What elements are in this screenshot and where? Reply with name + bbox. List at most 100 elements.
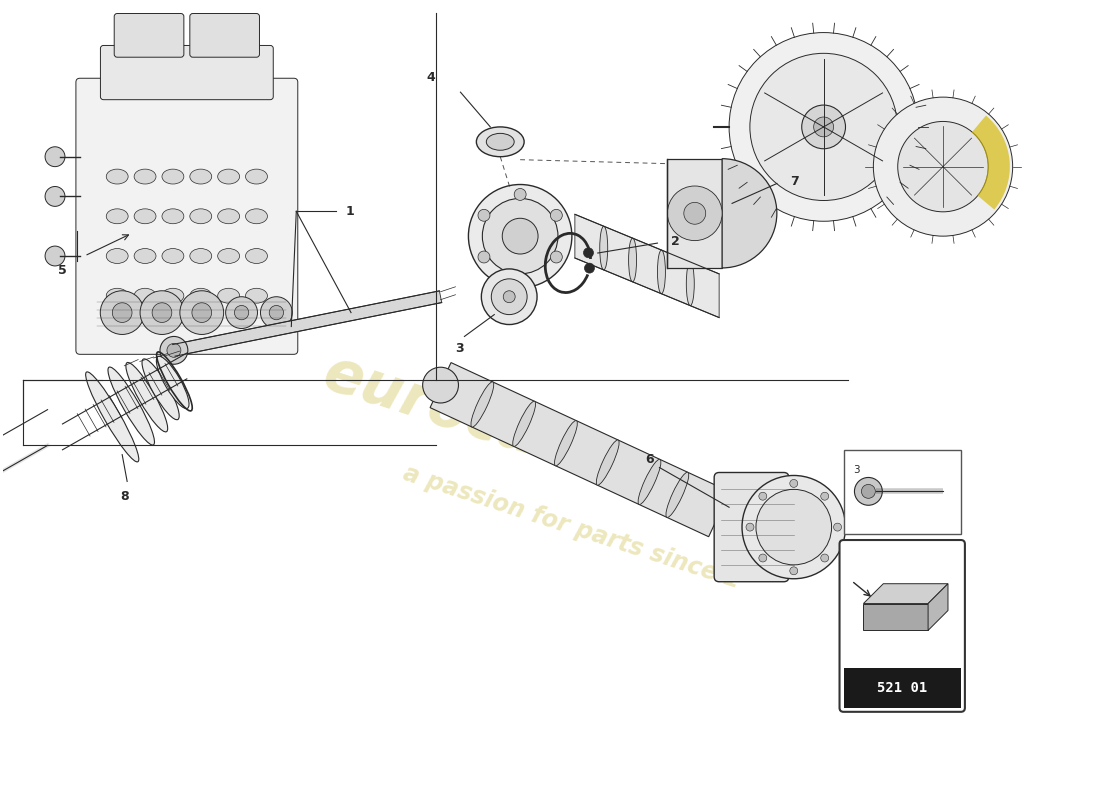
Polygon shape — [928, 584, 948, 630]
Bar — [844, 668, 961, 708]
Circle shape — [668, 186, 722, 241]
Ellipse shape — [658, 250, 666, 294]
Ellipse shape — [134, 249, 156, 263]
Circle shape — [492, 279, 527, 314]
Circle shape — [759, 492, 767, 500]
Ellipse shape — [218, 169, 240, 184]
Text: 6: 6 — [646, 453, 653, 466]
Circle shape — [898, 122, 988, 212]
Circle shape — [550, 251, 562, 263]
Circle shape — [45, 186, 65, 206]
Circle shape — [583, 248, 594, 258]
Text: 521 01: 521 01 — [877, 681, 927, 695]
Text: a passion for parts since 1: a passion for parts since 1 — [400, 461, 744, 593]
Ellipse shape — [156, 356, 189, 409]
Circle shape — [226, 297, 257, 329]
Wedge shape — [722, 158, 777, 268]
Circle shape — [112, 302, 132, 322]
Text: 1: 1 — [346, 205, 355, 218]
Circle shape — [503, 218, 538, 254]
Wedge shape — [971, 115, 1010, 210]
Circle shape — [550, 210, 562, 222]
Ellipse shape — [218, 288, 240, 303]
Circle shape — [684, 202, 706, 224]
FancyBboxPatch shape — [714, 473, 789, 582]
Ellipse shape — [125, 362, 167, 432]
Ellipse shape — [134, 288, 156, 303]
Circle shape — [482, 198, 558, 274]
Ellipse shape — [245, 169, 267, 184]
Ellipse shape — [190, 169, 211, 184]
Polygon shape — [864, 584, 948, 603]
Circle shape — [45, 146, 65, 166]
Polygon shape — [430, 362, 729, 537]
Bar — [844, 450, 961, 534]
Ellipse shape — [162, 209, 184, 224]
Ellipse shape — [554, 421, 578, 466]
Circle shape — [861, 485, 876, 498]
Circle shape — [270, 306, 284, 320]
Circle shape — [834, 523, 842, 531]
Text: 4: 4 — [426, 70, 434, 84]
Polygon shape — [173, 291, 442, 356]
Text: 3: 3 — [455, 342, 464, 355]
Ellipse shape — [596, 440, 619, 485]
Text: 8: 8 — [120, 490, 129, 503]
Ellipse shape — [162, 288, 184, 303]
Text: eurocars: eurocars — [317, 344, 608, 487]
FancyBboxPatch shape — [100, 46, 273, 100]
Ellipse shape — [190, 288, 211, 303]
Ellipse shape — [107, 288, 128, 303]
Circle shape — [261, 297, 293, 329]
Ellipse shape — [107, 249, 128, 263]
Circle shape — [750, 54, 898, 201]
Circle shape — [814, 117, 834, 137]
Polygon shape — [575, 214, 719, 318]
Circle shape — [160, 337, 188, 364]
Circle shape — [469, 185, 572, 288]
Ellipse shape — [600, 226, 607, 270]
Ellipse shape — [190, 209, 211, 224]
Circle shape — [584, 263, 594, 273]
Circle shape — [482, 269, 537, 325]
FancyBboxPatch shape — [190, 14, 260, 58]
Ellipse shape — [86, 372, 139, 462]
Ellipse shape — [162, 249, 184, 263]
Circle shape — [746, 523, 754, 531]
FancyBboxPatch shape — [839, 540, 965, 712]
Ellipse shape — [628, 238, 637, 282]
Ellipse shape — [486, 134, 514, 150]
Ellipse shape — [134, 209, 156, 224]
Ellipse shape — [471, 382, 494, 427]
Circle shape — [821, 492, 828, 500]
Polygon shape — [668, 158, 722, 268]
Ellipse shape — [513, 402, 536, 446]
Circle shape — [167, 343, 180, 358]
FancyBboxPatch shape — [114, 14, 184, 58]
Circle shape — [821, 554, 828, 562]
Ellipse shape — [245, 249, 267, 263]
Circle shape — [422, 367, 459, 403]
Circle shape — [503, 290, 515, 302]
Circle shape — [514, 272, 526, 284]
Text: 3: 3 — [854, 465, 860, 474]
FancyBboxPatch shape — [76, 78, 298, 354]
Ellipse shape — [245, 209, 267, 224]
Circle shape — [514, 189, 526, 200]
Circle shape — [478, 210, 490, 222]
Ellipse shape — [476, 127, 524, 157]
Ellipse shape — [218, 209, 240, 224]
Circle shape — [191, 302, 211, 322]
Circle shape — [45, 246, 65, 266]
Circle shape — [100, 290, 144, 334]
Circle shape — [742, 475, 846, 578]
Circle shape — [759, 554, 767, 562]
Circle shape — [790, 479, 798, 487]
Circle shape — [802, 105, 846, 149]
Circle shape — [478, 251, 490, 263]
Ellipse shape — [142, 359, 179, 420]
Circle shape — [234, 306, 249, 320]
Circle shape — [140, 290, 184, 334]
Ellipse shape — [134, 169, 156, 184]
Circle shape — [873, 97, 1013, 236]
